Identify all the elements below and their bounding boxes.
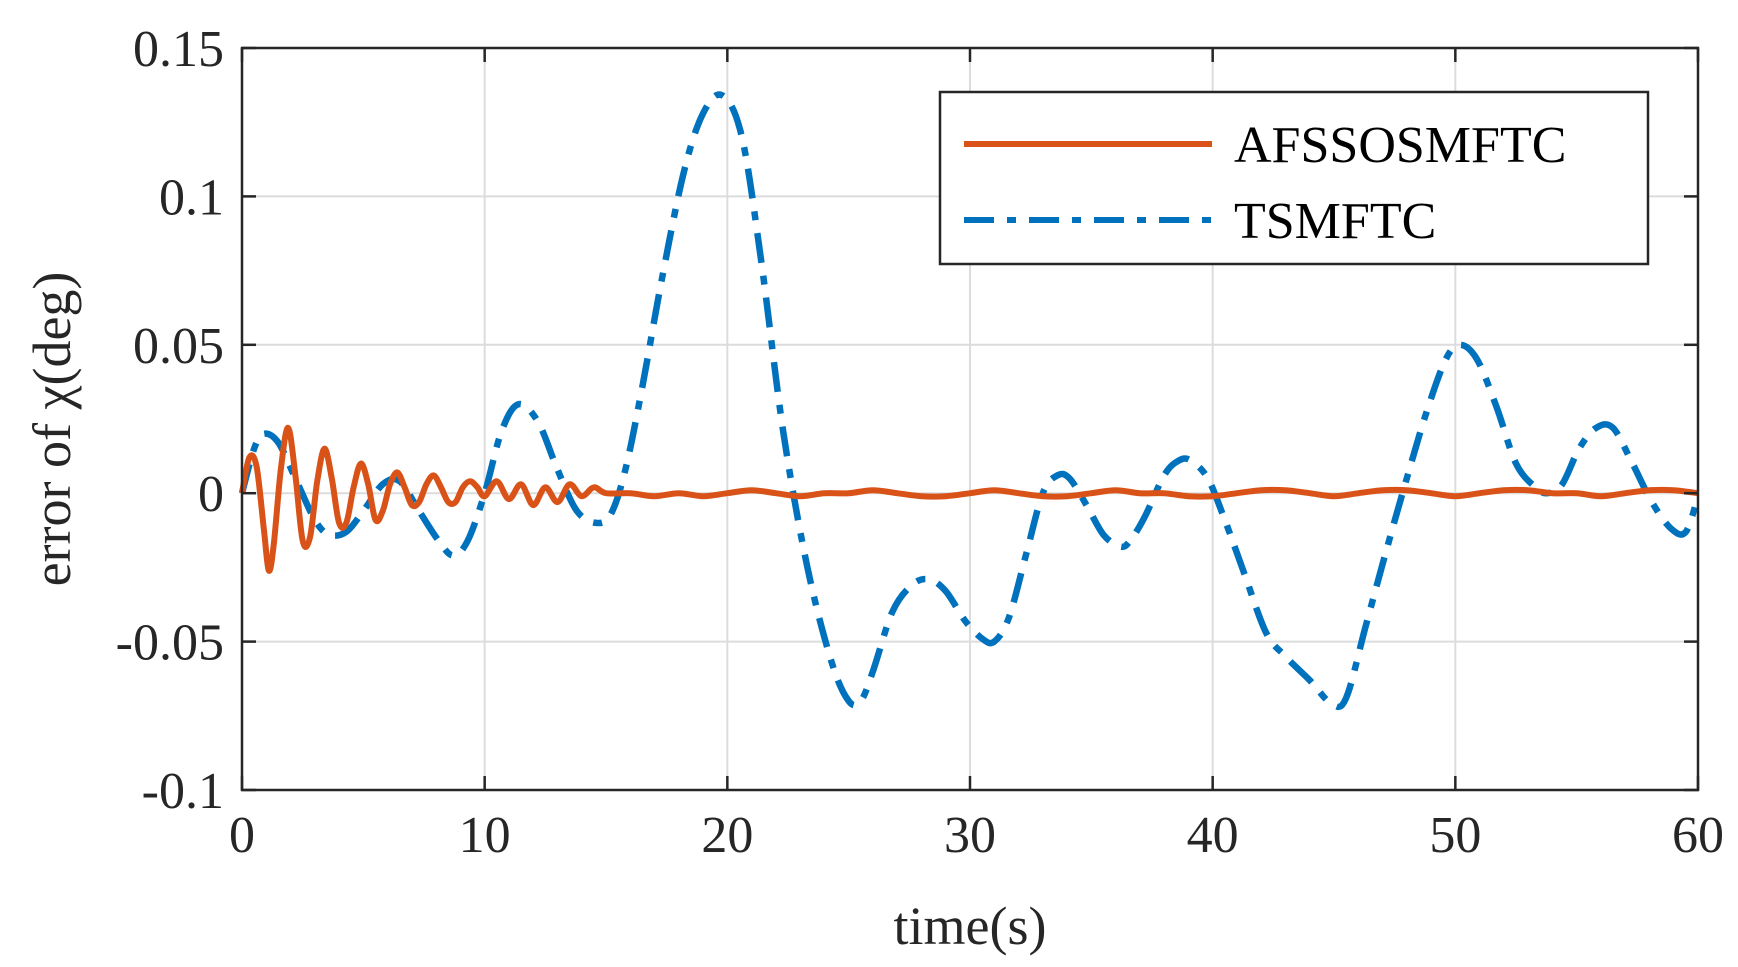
y-tick-label: -0.05 — [116, 615, 224, 672]
series-line-tsmftc — [238, 91, 1702, 711]
legend: AFSSOSMFTC TSMFTC — [938, 90, 1650, 266]
y-tick-label: 0 — [198, 466, 224, 523]
legend-label-afssosmftc: AFSSOSMFTC — [1234, 117, 1566, 174]
y-tick-label: 0.1 — [159, 169, 224, 226]
y-tick-label: 0.05 — [133, 318, 224, 375]
x-tick-label: 60 — [1672, 807, 1724, 864]
x-tick-label: 30 — [944, 807, 996, 864]
series-layer — [238, 91, 1702, 711]
tick-labels: 0 10 20 30 40 50 60 -0.1 -0.05 0 0.05 0.1 0.15 — [116, 21, 1724, 864]
y-tick-label: 0.15 — [133, 21, 224, 78]
x-axis-label: time(s) — [894, 896, 1047, 956]
x-tick-label: 0 — [229, 807, 255, 864]
x-tick-label: 20 — [701, 807, 753, 864]
y-tick-label: -0.1 — [142, 763, 224, 820]
legend-label-tsmftc: TSMFTC — [1234, 193, 1436, 250]
series-line-afssosmftc — [239, 424, 1699, 574]
x-tick-label: 40 — [1187, 807, 1239, 864]
x-tick-label: 50 — [1429, 807, 1481, 864]
ticks — [240, 46, 1700, 792]
legend-box — [938, 90, 1650, 266]
x-tick-label: 10 — [459, 807, 511, 864]
y-axis-label: error of χ(deg) — [22, 272, 82, 587]
